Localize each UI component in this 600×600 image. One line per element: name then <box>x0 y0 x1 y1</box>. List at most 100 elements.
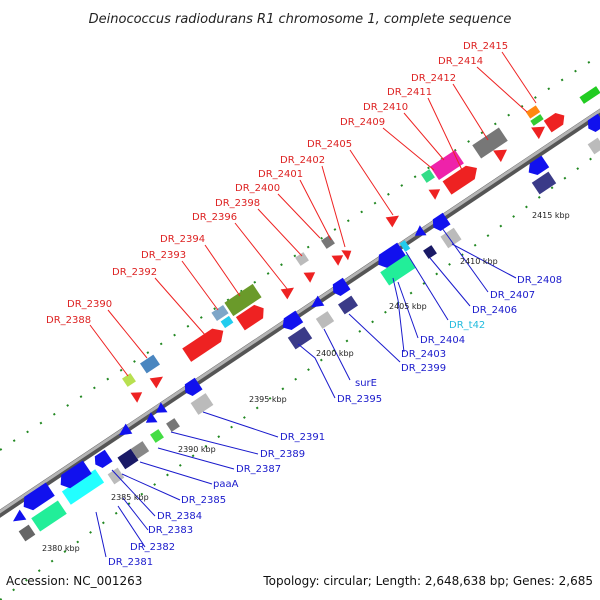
gene-label-DR_2388[interactable]: DR_2388 <box>46 315 91 326</box>
gene-label-DR_2384[interactable]: DR_2384 <box>157 511 202 522</box>
gene-DR_2412-arrow[interactable] <box>493 144 511 163</box>
gene-label-surE[interactable]: surE <box>355 378 377 389</box>
gene-DR_2395[interactable] <box>287 326 313 350</box>
gene-paaA-arrow[interactable] <box>116 423 133 441</box>
gene-DR_2409-arrow[interactable] <box>428 184 444 200</box>
gene-label-DR_2389[interactable]: DR_2389 <box>260 449 305 460</box>
gene-DR_2388-arrow[interactable] <box>130 387 146 403</box>
gene-label-DR_2406[interactable]: DR_2406 <box>472 305 517 316</box>
gene-DR_2390-arrow[interactable] <box>149 372 167 389</box>
gene-label-DR_t42[interactable]: DR_t42 <box>449 320 485 331</box>
gene-DR_2396[interactable] <box>280 283 298 300</box>
gene-DR_2413b[interactable] <box>531 171 557 195</box>
gene-DR_2412[interactable] <box>472 127 508 159</box>
gene-DR_2389[interactable] <box>166 418 180 432</box>
gene-label-DR_2411[interactable]: DR_2411 <box>387 87 432 98</box>
gene-surE[interactable] <box>315 311 335 329</box>
gene-DR_2383[interactable] <box>61 469 105 505</box>
gene-DR_2383-arrow[interactable] <box>56 460 92 491</box>
gene-DR_2393b[interactable] <box>220 315 234 329</box>
gene-DR_2398-arrow[interactable] <box>303 267 319 283</box>
gene-DR_2407[interactable] <box>429 212 451 234</box>
gene-label-DR_2395[interactable]: DR_2395 <box>337 394 382 405</box>
chromosome-backbone-shadow <box>0 108 600 518</box>
gene-DR_2405[interactable] <box>385 211 403 228</box>
gene-DR_2415[interactable] <box>531 121 549 140</box>
gene-label-DR_2401[interactable]: DR_2401 <box>258 169 303 180</box>
gene-paaA-b[interactable] <box>130 441 150 459</box>
gene-DR_2391-arrow[interactable] <box>181 377 203 399</box>
gene-DR_2394-arrow[interactable] <box>235 302 268 331</box>
gene-DR_2402[interactable] <box>341 246 354 261</box>
gene-DR_2414[interactable] <box>525 105 541 119</box>
gene-label-DR_2382[interactable]: DR_2382 <box>130 542 175 553</box>
gene-label-DR_2390[interactable]: DR_2390 <box>67 299 112 310</box>
gene-DR_2411[interactable] <box>442 161 482 195</box>
gene-DR_2398[interactable] <box>295 252 309 266</box>
gene-DR_2399-arrow[interactable] <box>329 277 351 299</box>
gene-DR_2395-arrow[interactable] <box>279 310 304 334</box>
gene-DR_2415b[interactable] <box>543 110 568 133</box>
gene-label-DR_2381[interactable]: DR_2381 <box>108 557 153 568</box>
gene-DR_2392[interactable] <box>182 324 227 362</box>
gene-DR_2389-arrow[interactable] <box>153 402 168 418</box>
gene-label-DR_2408[interactable]: DR_2408 <box>517 275 562 286</box>
gene-label-DR_2414[interactable]: DR_2414 <box>438 56 483 67</box>
gene-label-DR_2387[interactable]: DR_2387 <box>236 464 281 475</box>
gene-DR_2406-arrow[interactable] <box>412 225 427 241</box>
gene-DR_2410[interactable] <box>430 150 464 180</box>
gene-DR_2381-arrow[interactable] <box>10 509 27 527</box>
gene-DR_2399[interactable] <box>338 295 358 315</box>
gene-label-DR_2383[interactable]: DR_2383 <box>148 525 193 536</box>
gene-label-DR_2392[interactable]: DR_2392 <box>112 267 157 278</box>
gene-DR_2414b[interactable] <box>530 114 544 126</box>
gene-DR_2391[interactable] <box>190 393 214 415</box>
gene-DR_2417[interactable] <box>587 137 600 155</box>
gene-DR_2406[interactable] <box>423 245 437 259</box>
gene-DR_2413[interactable] <box>525 155 550 179</box>
gene-DR_2416[interactable] <box>579 86 600 104</box>
gene-DR_2387[interactable] <box>150 429 164 443</box>
gene-paaA[interactable] <box>117 448 139 470</box>
gene-label-DR_2404[interactable]: DR_2404 <box>420 335 465 346</box>
gene-DR_2382-arrow[interactable] <box>19 482 55 513</box>
gene-label-DR_2412[interactable]: DR_2412 <box>411 73 456 84</box>
gene-DR_2394[interactable] <box>224 283 262 317</box>
gene-label-paaA[interactable]: paaA <box>213 479 239 490</box>
gene-DR_2400[interactable] <box>321 235 335 249</box>
gene-label-DR_2409[interactable]: DR_2409 <box>340 117 385 128</box>
gene-label-DR_2410[interactable]: DR_2410 <box>363 102 408 113</box>
gene-DR_2387-arrow[interactable] <box>143 412 158 428</box>
gene-label-DR_2394[interactable]: DR_2394 <box>160 234 205 245</box>
gene-DR_2382[interactable] <box>31 500 67 532</box>
top-strand-genes <box>122 86 600 403</box>
gene-DR_2388[interactable] <box>122 373 136 387</box>
gene-DR_2404[interactable] <box>380 254 416 286</box>
gene-label-DR_2396[interactable]: DR_2396 <box>192 212 237 223</box>
gene-DR_2403[interactable] <box>374 242 407 272</box>
gene-label-DR_2403[interactable]: DR_2403 <box>401 349 446 360</box>
gene-label-DR_2385[interactable]: DR_2385 <box>181 495 226 506</box>
gene-DR_2390[interactable] <box>140 354 160 374</box>
bottom-leader-lines <box>95 227 517 558</box>
gene-surE-arrow[interactable] <box>308 295 325 313</box>
gene-label-DR_2407[interactable]: DR_2407 <box>490 290 535 301</box>
gene-label-DR_2399[interactable]: DR_2399 <box>401 363 446 374</box>
gene-label-DR_2398[interactable]: DR_2398 <box>215 198 260 209</box>
gene-DR_2384[interactable] <box>91 449 113 471</box>
gene-label-DR_2393[interactable]: DR_2393 <box>141 250 186 261</box>
gene-DR_2385[interactable] <box>107 467 125 485</box>
gene-DR_2409[interactable] <box>421 169 435 183</box>
gene-label-DR_2402[interactable]: DR_2402 <box>280 155 325 166</box>
gene-DR_2417-arrow[interactable] <box>584 113 600 135</box>
gene-label-DR_2400[interactable]: DR_2400 <box>235 183 280 194</box>
gene-DR_2408[interactable] <box>440 227 462 249</box>
gene-DR_t42[interactable] <box>399 240 411 252</box>
gene-label-DR_2405[interactable]: DR_2405 <box>307 139 352 150</box>
gene-DR_2381[interactable] <box>18 524 36 542</box>
gene-DR_2401[interactable] <box>331 250 347 266</box>
gene-DR_2393[interactable] <box>211 304 229 322</box>
gene-label-DR_2415[interactable]: DR_2415 <box>463 41 508 52</box>
gene-label-DR_2391[interactable]: DR_2391 <box>280 432 325 443</box>
